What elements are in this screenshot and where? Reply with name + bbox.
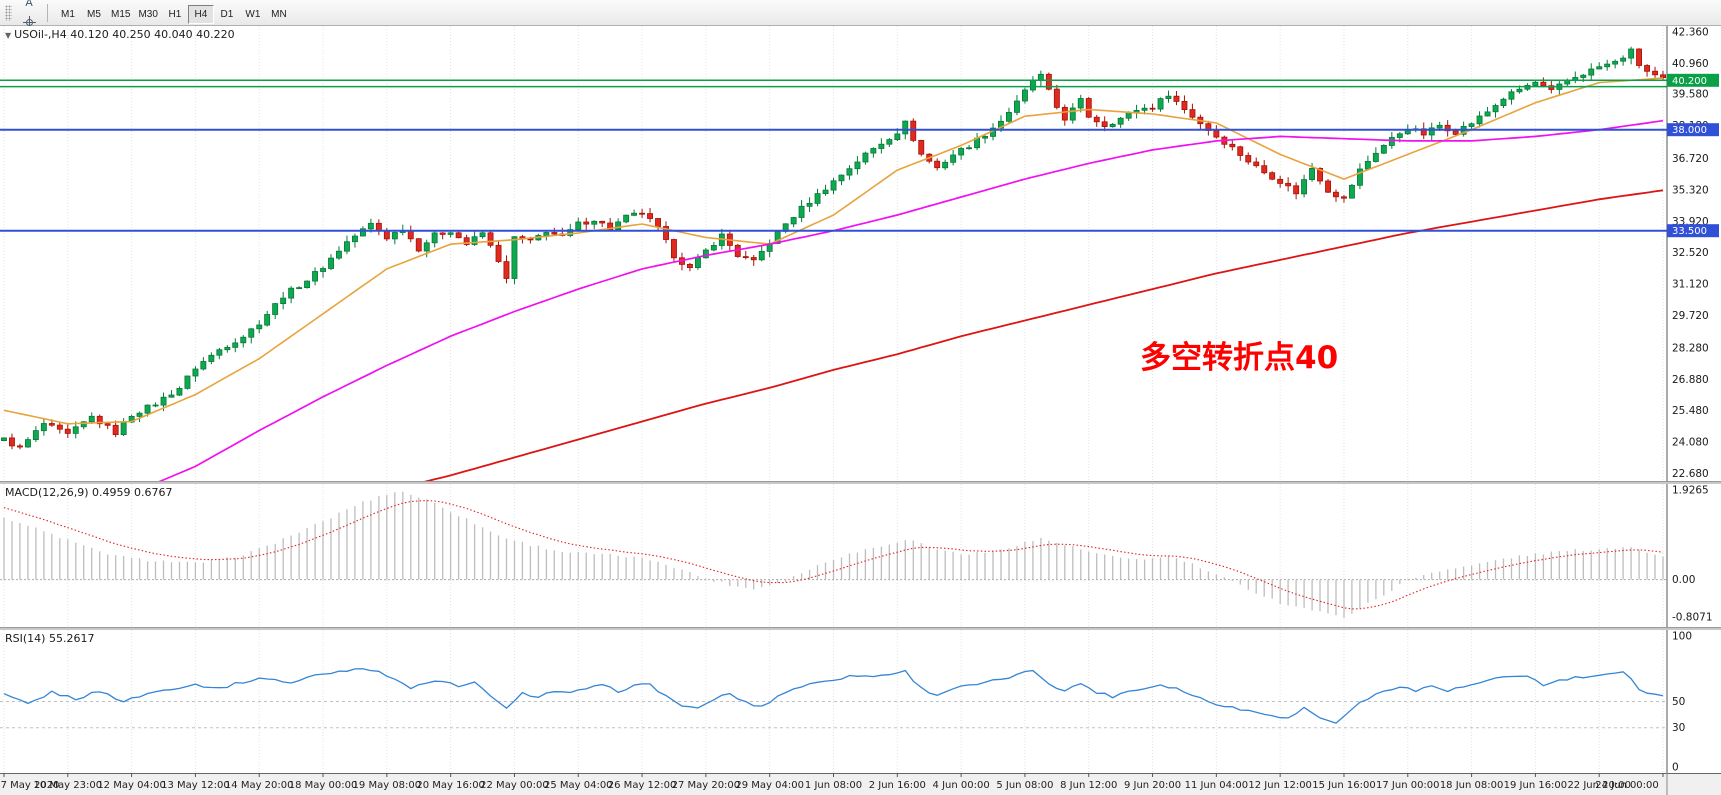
price-axis-tick: 40.960 <box>1672 58 1709 70</box>
rsi-panel: 100 50 30 0 RSI(14) 55.2617 <box>0 630 1721 773</box>
timeframe-d1-button[interactable]: D1 <box>214 5 240 24</box>
time-axis-label: 19 May 08:00 <box>353 780 422 791</box>
rsi-axis-tick: 30 <box>1672 722 1685 734</box>
macd-signal-line <box>3 500 1664 610</box>
price-axis-tick: 42.360 <box>1672 26 1709 38</box>
price-axis-tick: 31.120 <box>1672 279 1709 291</box>
timeframe-m30-button[interactable]: M30 <box>134 5 161 24</box>
ma-fast-line[interactable] <box>3 77 1664 425</box>
time-axis-label: 12 May 04:00 <box>97 780 166 791</box>
timeframe-mn-button[interactable]: MN <box>266 5 292 24</box>
rsi-axis-tick: 100 <box>1672 631 1692 643</box>
chart-text-annotation[interactable]: 多空转折点40 <box>1140 340 1339 376</box>
ma-mid-line[interactable] <box>4 119 1664 481</box>
time-axis-label: 29 May 04:00 <box>735 780 804 791</box>
macd-axis-tick: 1.9265 <box>1672 485 1709 497</box>
svg-text:38.000: 38.000 <box>1672 125 1707 136</box>
time-axis-label: 22 May 00:00 <box>480 780 549 791</box>
rsi-plot[interactable]: 100 50 30 0 <box>0 630 1721 773</box>
timeframe-m1-button[interactable]: M1 <box>55 5 81 24</box>
time-axis-label: 12 Jun 12:00 <box>1248 780 1312 791</box>
toolbar-grip[interactable] <box>5 4 12 21</box>
time-axis-label: 26 May 12:00 <box>608 780 677 791</box>
time-axis-label: 20 May 16:00 <box>416 780 485 791</box>
price-chart-plot[interactable]: 42.36040.96039.58038.18036.72035.32033.9… <box>0 26 1721 481</box>
time-axis-label: 1 Jun 08:00 <box>805 780 862 791</box>
time-axis-label: 7 May 2020 <box>1 780 60 791</box>
panel-splitter[interactable] <box>0 627 1721 630</box>
rsi-axis-tick: 0 <box>1672 762 1679 774</box>
timeframe-h4-button[interactable]: H4 <box>187 4 214 24</box>
macd-axis-tick: 0.00 <box>1672 574 1695 586</box>
timeframe-h1-button[interactable]: H1 <box>162 5 188 24</box>
text-tool-button[interactable]: A <box>18 0 40 13</box>
time-axis-label: 4 Jun 00:00 <box>933 780 990 791</box>
macd-label: MACD(12,26,9) 0.4959 0.6767 <box>5 486 173 499</box>
rsi-label: RSI(14) 55.2617 <box>5 632 95 645</box>
chart-expand-icon[interactable]: ▼ <box>5 31 12 40</box>
price-tag-33.500 <box>1667 224 1719 238</box>
price-axis-tick: 39.580 <box>1672 89 1709 101</box>
time-axis-label: 11 Jun 04:00 <box>1185 780 1249 791</box>
price-axis-tick: 22.680 <box>1672 468 1709 480</box>
timeframe-m5-button[interactable]: M5 <box>81 5 107 24</box>
rsi-axis-tick: 50 <box>1672 696 1685 708</box>
macd-panel: 1.9265 0.00 -0.8071 MACD(12,26,9) 0.4959 0… <box>0 484 1721 627</box>
time-axis-label: 15 Jun 16:00 <box>1312 780 1376 791</box>
time-axis-label: 14 May 20:00 <box>225 780 294 791</box>
rsi-line <box>3 668 1664 724</box>
toolbar-separator <box>47 3 48 22</box>
timeframes-group: M1 M5 M15 M30 H1 H4 D1 W1 MN <box>55 2 292 24</box>
price-axis-tick: 36.720 <box>1672 153 1709 165</box>
symbol-ohlc-label: ▼ USOil-,H4 40.120 40.250 40.040 40.220 <box>5 28 235 41</box>
macd-axis-tick: -0.8071 <box>1672 612 1713 624</box>
timeframe-m15-button[interactable]: M15 <box>107 5 134 24</box>
timeframe-w1-button[interactable]: W1 <box>240 5 266 24</box>
price-axis-tick: 32.520 <box>1672 247 1709 259</box>
time-axis-label: 24 Jun 00:00 <box>1595 780 1659 791</box>
time-axis-label: 2 Jun 16:00 <box>869 780 926 791</box>
time-axis-label: 18 Jun 08:00 <box>1440 780 1504 791</box>
time-axis-label: 10 May 23:00 <box>34 780 103 791</box>
time-axis-label: 18 May 00:00 <box>289 780 358 791</box>
symbol-timeframe: USOil-,H4 <box>14 28 67 41</box>
price-panel: 42.36040.96039.58038.18036.72035.32033.9… <box>0 26 1721 481</box>
time-axis-label: 17 Jun 00:00 <box>1376 780 1440 791</box>
macd-plot[interactable]: 1.9265 0.00 -0.8071 <box>0 484 1721 627</box>
price-axis-tick: 28.280 <box>1672 342 1709 354</box>
svg-text:40.200: 40.200 <box>1672 76 1707 87</box>
price-axis-tick: 25.480 <box>1672 405 1709 417</box>
price-axis-tick: 29.720 <box>1672 310 1709 322</box>
time-axis-label: 9 Jun 20:00 <box>1124 780 1181 791</box>
time-axis-label: 27 May 20:00 <box>672 780 741 791</box>
time-axis-label: 8 Jun 12:00 <box>1060 780 1117 791</box>
price-axis-tick: 35.320 <box>1672 184 1709 196</box>
ohlc-values: 40.120 40.250 40.040 40.220 <box>70 28 235 41</box>
price-tag-38.000 <box>1667 123 1719 137</box>
panel-splitter[interactable] <box>0 481 1721 484</box>
time-axis-label: 22 Jun 20:00 <box>1567 780 1631 791</box>
ma-slow-line[interactable] <box>4 189 1664 481</box>
time-axis-label: 25 May 04:00 <box>544 780 613 791</box>
price-axis-tick: 26.880 <box>1672 374 1709 386</box>
price-tag-40.200 <box>1667 73 1719 87</box>
time-axis-label: 19 Jun 16:00 <box>1504 780 1568 791</box>
time-axis-label: 5 Jun 08:00 <box>996 780 1053 791</box>
time-axis[interactable]: 7 May 2020 10 May 23:00 12 May 04:00 13 May… <box>0 773 1721 795</box>
price-axis-tick: 24.080 <box>1672 437 1709 449</box>
svg-text:33.500: 33.500 <box>1672 226 1707 237</box>
time-axis-label: 13 May 12:00 <box>161 780 230 791</box>
